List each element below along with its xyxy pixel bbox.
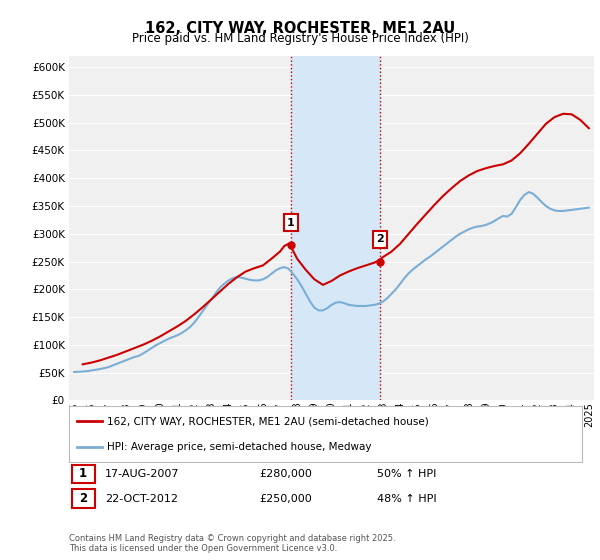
FancyBboxPatch shape <box>71 465 95 483</box>
Text: £280,000: £280,000 <box>259 469 311 479</box>
Text: 22-OCT-2012: 22-OCT-2012 <box>105 493 178 503</box>
Text: 162, CITY WAY, ROCHESTER, ME1 2AU (semi-detached house): 162, CITY WAY, ROCHESTER, ME1 2AU (semi-… <box>107 416 429 426</box>
Text: 2: 2 <box>376 234 383 244</box>
Text: 17-AUG-2007: 17-AUG-2007 <box>105 469 179 479</box>
Text: 48% ↑ HPI: 48% ↑ HPI <box>377 493 436 503</box>
Text: £250,000: £250,000 <box>259 493 311 503</box>
Text: 1: 1 <box>287 218 295 228</box>
FancyBboxPatch shape <box>71 489 95 508</box>
Bar <box>291 56 380 400</box>
Text: Price paid vs. HM Land Registry's House Price Index (HPI): Price paid vs. HM Land Registry's House … <box>131 32 469 45</box>
Text: 50% ↑ HPI: 50% ↑ HPI <box>377 469 436 479</box>
Text: 162, CITY WAY, ROCHESTER, ME1 2AU: 162, CITY WAY, ROCHESTER, ME1 2AU <box>145 21 455 36</box>
Text: HPI: Average price, semi-detached house, Medway: HPI: Average price, semi-detached house,… <box>107 442 372 452</box>
Text: 1: 1 <box>79 468 87 480</box>
Text: 2: 2 <box>79 492 87 505</box>
Text: Contains HM Land Registry data © Crown copyright and database right 2025.
This d: Contains HM Land Registry data © Crown c… <box>69 534 395 553</box>
